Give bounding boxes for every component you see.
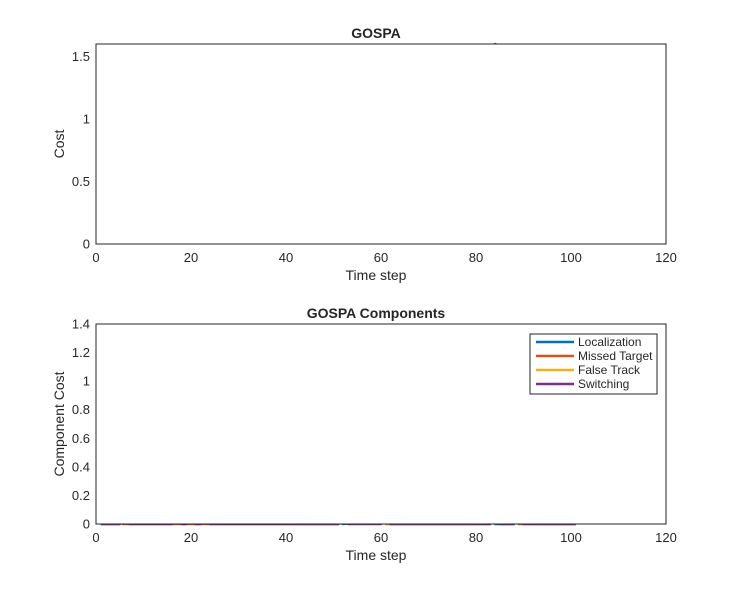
gospa-components-axes: 0 20 40 60 80 100 120 0 0.2 0.4 0.6 0.8 1 1.2 1.4 GOSPA… [51,305,677,563]
y-tick-label: 0.2 [72,488,90,503]
y-tick-label: 1.5 [72,49,90,64]
gospa-axes: 0 20 40 60 80 100 120 0 0.5 1 1.5 GOSPA Time step Cos… [51,25,677,283]
x-axis-label: Time step [346,547,407,563]
x-tick-label: 100 [560,530,582,545]
axes-frame [95,43,667,245]
y-tick-label: 1 [83,374,90,389]
x-axis-label: Time step [346,267,407,283]
x-tick-label: 120 [655,250,677,265]
y-axis-label: Component Cost [51,371,67,476]
y-tick-label: 0.6 [72,431,90,446]
y-tick-label: 0 [83,237,90,252]
x-tick-label: 0 [92,530,99,545]
legend-entry: Localization [578,335,641,349]
y-tick-label: 1 [83,112,90,127]
x-tick-label: 0 [92,250,99,265]
y-tick-label: 0.8 [72,402,90,417]
x-tick-label: 120 [655,530,677,545]
y-tick-label: 0.4 [72,459,90,474]
y-tick-label: 0 [83,517,90,532]
legend-entry: Switching [578,377,629,391]
y-axis-label: Cost [51,130,67,159]
x-tick-label: 20 [184,250,198,265]
chart-title: GOSPA [351,25,401,41]
x-tick-label: 40 [279,250,293,265]
x-tick-label: 40 [279,530,293,545]
y-tick-label: 1.4 [72,317,90,332]
x-tick-label: 20 [184,530,198,545]
x-tick-label: 60 [374,250,388,265]
legend-entry: False Track [578,363,641,377]
x-tick-label: 60 [374,530,388,545]
x-tick-label: 80 [469,250,483,265]
chart-title: GOSPA Components [307,305,446,321]
x-tick-label: 100 [560,250,582,265]
y-tick-label: 1.2 [72,345,90,360]
y-tick-label: 0.5 [72,174,90,189]
legend-entry: Missed Target [578,349,653,363]
x-tick-label: 80 [469,530,483,545]
